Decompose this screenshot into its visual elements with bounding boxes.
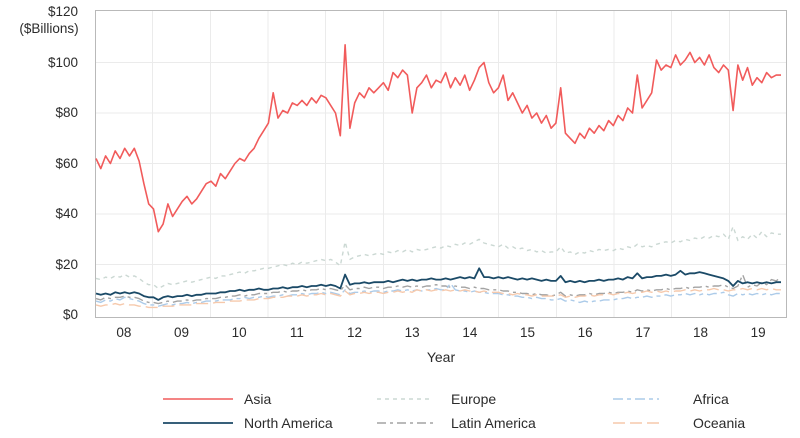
y-axis-tick-label: $120	[47, 4, 78, 19]
y-axis-tick-label: $100	[47, 54, 78, 70]
x-axis-tick-label: 08	[116, 325, 132, 340]
plot-frame	[95, 10, 787, 318]
x-axis-tick-label: 19	[750, 325, 766, 340]
legend-item-asia: Asia	[163, 390, 271, 408]
legend-swatch-africa	[613, 398, 659, 400]
legend-swatch-oceania	[613, 422, 659, 424]
series-line-oceania	[95, 287, 781, 309]
legend-item-africa: Africa	[613, 390, 729, 408]
series-line-europe	[95, 225, 781, 290]
x-axis-tick-label: 09	[173, 325, 190, 340]
y-axis-tick-label: $20	[55, 256, 78, 272]
legend-label-europe: Europe	[451, 391, 497, 407]
y-axis-tick-label: $0	[62, 307, 78, 322]
legend-item-north-america: North America	[163, 414, 333, 432]
legend-swatch-europe	[377, 398, 433, 400]
x-axis-tick-label: 11	[289, 325, 304, 340]
y-axis-tick-label: $80	[55, 105, 78, 120]
x-axis-tick-label: 10	[231, 325, 247, 340]
legend-swatch-latin-america	[377, 422, 433, 424]
x-axis-tick-label: 14	[462, 325, 478, 340]
legend-item-latin-america: Latin America	[377, 414, 536, 432]
x-axis-tick-label: 18	[692, 325, 709, 340]
x-axis-title: Year	[426, 349, 456, 365]
series-line-asia	[95, 43, 781, 233]
x-axis-tick-label: 13	[404, 325, 420, 340]
legend-label-africa: Africa	[693, 391, 729, 407]
x-axis-tick-label: 15	[519, 325, 536, 340]
legend-swatch-asia	[163, 398, 233, 400]
x-axis-tick-label: 16	[577, 325, 593, 340]
legend-label-oceania: Oceania	[693, 415, 746, 431]
legend-label-north-america: North America	[244, 415, 333, 431]
legend-swatch-north-america	[163, 422, 233, 424]
x-axis-tick-label: 12	[346, 325, 363, 340]
y-axis-tick-label: $60	[55, 155, 78, 171]
legend-item-oceania: Oceania	[613, 414, 745, 432]
legend-label-latin-america: Latin America	[451, 415, 536, 431]
series-line-north-america	[95, 267, 781, 301]
series-line-africa	[95, 282, 781, 307]
plot-area	[95, 10, 787, 318]
series-line-latin-america	[95, 273, 782, 305]
y-axis-unit-note: ($Billions)	[19, 21, 79, 36]
legend-label-asia: Asia	[244, 391, 272, 407]
y-axis-tick-label: $40	[55, 206, 78, 221]
x-axis-tick-label: 17	[635, 325, 651, 340]
legend-item-europe: Europe	[377, 390, 496, 408]
